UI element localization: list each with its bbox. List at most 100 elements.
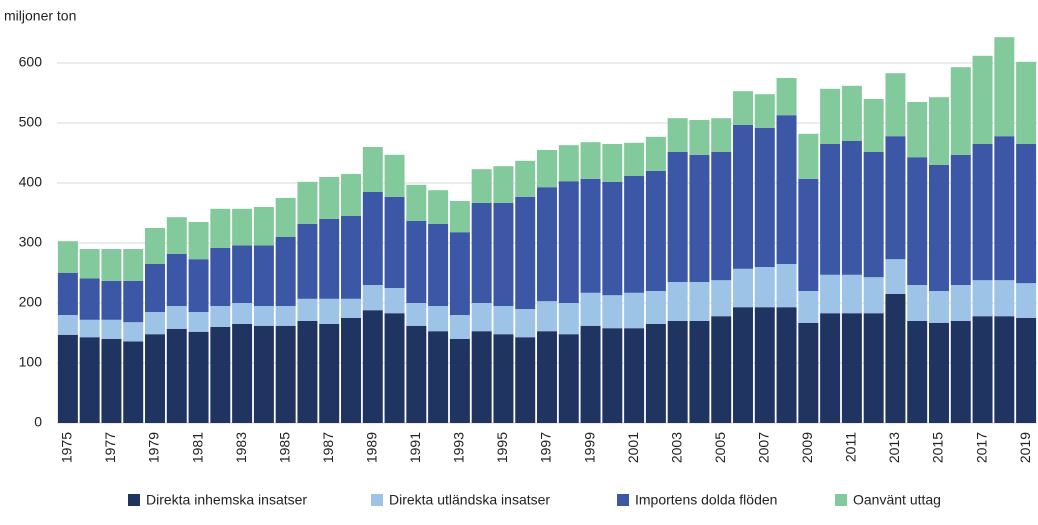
bar-segment — [1016, 283, 1037, 318]
bar-segment — [362, 147, 383, 192]
bar-segment — [602, 295, 623, 329]
bar-segment — [863, 277, 884, 314]
bar-segment — [341, 216, 361, 299]
bar-segment — [950, 154, 971, 285]
bar-segment — [210, 247, 231, 306]
bar-segment — [885, 73, 906, 137]
bar-segment — [580, 292, 601, 326]
bar-segment — [841, 313, 862, 423]
bar-segment — [798, 133, 819, 179]
legend-label: Direkta utländska insatser — [389, 492, 550, 508]
bar-segment — [406, 303, 427, 326]
bar-segment — [994, 316, 1015, 423]
bar-segment — [972, 316, 993, 423]
bar-segment — [449, 315, 470, 339]
bar-segment — [188, 259, 209, 312]
bar-segment — [319, 324, 340, 423]
bar-segment — [537, 331, 557, 423]
bar-segment — [493, 202, 514, 306]
bar-segment — [754, 267, 775, 308]
bar-segment — [994, 37, 1015, 137]
bar-segment — [384, 288, 405, 314]
bar-segment — [406, 325, 427, 423]
y-tick-label: 300 — [19, 234, 43, 250]
bar-segment — [1016, 61, 1037, 144]
bar-segment — [362, 310, 383, 423]
bar-segment — [689, 321, 710, 423]
bar-segment — [907, 321, 928, 423]
x-tick-label: 2005 — [712, 432, 728, 463]
bar-segment — [754, 127, 775, 267]
bar-segment — [428, 190, 449, 224]
bar-segment — [907, 157, 928, 285]
bar-segment — [166, 217, 187, 254]
bar-segment — [341, 298, 361, 318]
bar-segment — [515, 196, 536, 309]
bar-segment — [950, 285, 971, 321]
y-tick-label: 600 — [19, 54, 43, 70]
bar-segment — [841, 274, 862, 314]
bar-segment — [907, 102, 928, 158]
x-tick-label: 2019 — [1017, 432, 1033, 463]
bar-segment — [537, 301, 557, 332]
bar-segment — [188, 312, 209, 332]
x-tick-label: 1975 — [59, 432, 75, 463]
bar-segment — [711, 280, 732, 317]
bar-segment — [798, 291, 819, 323]
legend-swatch — [617, 494, 629, 506]
bar-segment — [253, 207, 274, 246]
bar-segment — [841, 141, 862, 275]
bar-segment — [733, 307, 753, 423]
bar-segment — [711, 151, 732, 281]
bar-segment — [820, 88, 841, 144]
x-tick-label: 2015 — [930, 432, 946, 463]
bar-segment — [907, 285, 928, 321]
bar-segment — [733, 91, 753, 125]
bar-segment — [101, 339, 122, 423]
bar-segment — [776, 264, 797, 308]
bar-segment — [166, 253, 187, 306]
x-tick-label: 1993 — [451, 432, 467, 463]
bar-segment — [123, 280, 144, 323]
bar-segment — [667, 151, 688, 282]
x-tick-label: 1983 — [233, 432, 249, 463]
bar-segment — [667, 282, 688, 321]
bar-segment — [384, 313, 405, 423]
bar-segment — [471, 303, 492, 332]
bar-segment — [449, 339, 470, 423]
bar-segment — [624, 328, 645, 423]
bar-segment — [428, 331, 449, 423]
bar-segment — [57, 273, 78, 315]
bar-segment — [406, 220, 427, 303]
bar-segment — [515, 309, 536, 338]
x-tick-label: 2001 — [625, 432, 641, 463]
bar-segment — [275, 237, 296, 306]
bar-segment — [863, 313, 884, 423]
bar-segment — [950, 67, 971, 155]
bar-segment — [580, 325, 601, 423]
bar-segment — [297, 223, 318, 299]
bar-segment — [101, 280, 122, 320]
bar-segment — [776, 307, 797, 423]
bar-segment — [384, 154, 405, 197]
bar-segment — [449, 232, 470, 315]
x-tick-label: 1979 — [146, 432, 162, 463]
bar-segment — [210, 208, 231, 248]
bar-segment — [929, 97, 949, 165]
bar-segment — [188, 222, 209, 260]
bar-segment — [145, 264, 165, 312]
bar-segment — [123, 341, 144, 423]
bar-segment — [232, 208, 253, 246]
bar-segment — [471, 202, 492, 303]
bar-segment — [145, 334, 165, 423]
bar-segment — [275, 306, 296, 326]
legend-label: Importens dolda flöden — [635, 492, 777, 508]
bar-segment — [428, 306, 449, 332]
bar-segment — [929, 322, 949, 423]
bar-segment — [558, 334, 579, 423]
legend-label: Oanvänt uttag — [853, 492, 941, 508]
bar-segment — [232, 324, 253, 423]
bar-segment — [253, 325, 274, 423]
bar-segment — [297, 181, 318, 224]
bar-segment — [79, 249, 100, 279]
